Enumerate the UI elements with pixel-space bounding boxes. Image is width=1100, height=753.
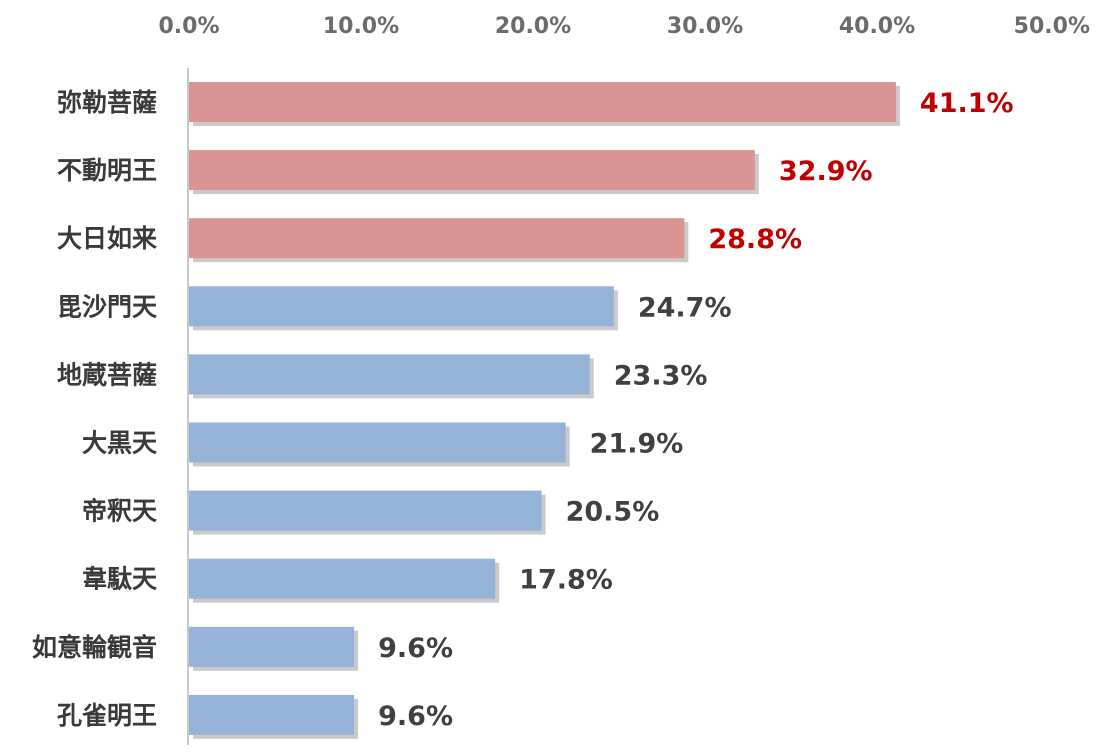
value-label: 20.5% (566, 497, 660, 528)
bar (189, 422, 566, 463)
x-tick-label: 10.0% (323, 14, 399, 39)
bar (189, 218, 685, 259)
bar (189, 694, 355, 735)
bar (189, 82, 896, 122)
value-labels: 41.1% 32.9% 28.8% 24.7% 23.3% 21.9% 20.5% 17.8%… (378, 88, 1013, 732)
x-tick-label: 20.0% (495, 14, 571, 39)
category-label: 地蔵菩薩 (57, 360, 157, 389)
category-label: 弥勒菩薩 (57, 88, 157, 117)
category-label: 帝釈天 (82, 497, 157, 526)
value-label: 32.9% (779, 156, 873, 187)
category-label: 毘沙門天 (57, 292, 157, 321)
category-label: 如意輪観音 (32, 633, 157, 662)
category-label: 不動明王 (57, 156, 157, 185)
value-label: 21.9% (590, 429, 684, 460)
bar (189, 150, 755, 191)
value-label: 23.3% (614, 360, 708, 391)
x-axis-ticks: 0.0% 10.0% 20.0% 30.0% 40.0% 50.0% (158, 14, 1090, 39)
value-label: 9.6% (378, 633, 453, 664)
category-label: 大日如来 (57, 224, 158, 253)
x-tick-label: 0.0% (158, 14, 219, 39)
category-label: 韋駄天 (82, 565, 157, 594)
x-tick-label: 30.0% (667, 14, 743, 39)
x-tick-label: 50.0% (1014, 14, 1090, 39)
bar (189, 354, 590, 395)
bar (189, 286, 614, 327)
category-label: 孔雀明王 (57, 701, 157, 730)
x-tick-label: 40.0% (839, 14, 915, 39)
bars (189, 82, 900, 739)
value-label: 9.6% (378, 701, 453, 732)
value-label: 41.1% (920, 88, 1014, 119)
value-label: 17.8% (519, 565, 613, 596)
value-label: 28.8% (708, 224, 802, 255)
bar (189, 490, 542, 531)
value-label: 24.7% (638, 292, 732, 323)
bar (189, 558, 496, 599)
bar (189, 626, 355, 667)
category-label: 大黒天 (82, 429, 157, 458)
